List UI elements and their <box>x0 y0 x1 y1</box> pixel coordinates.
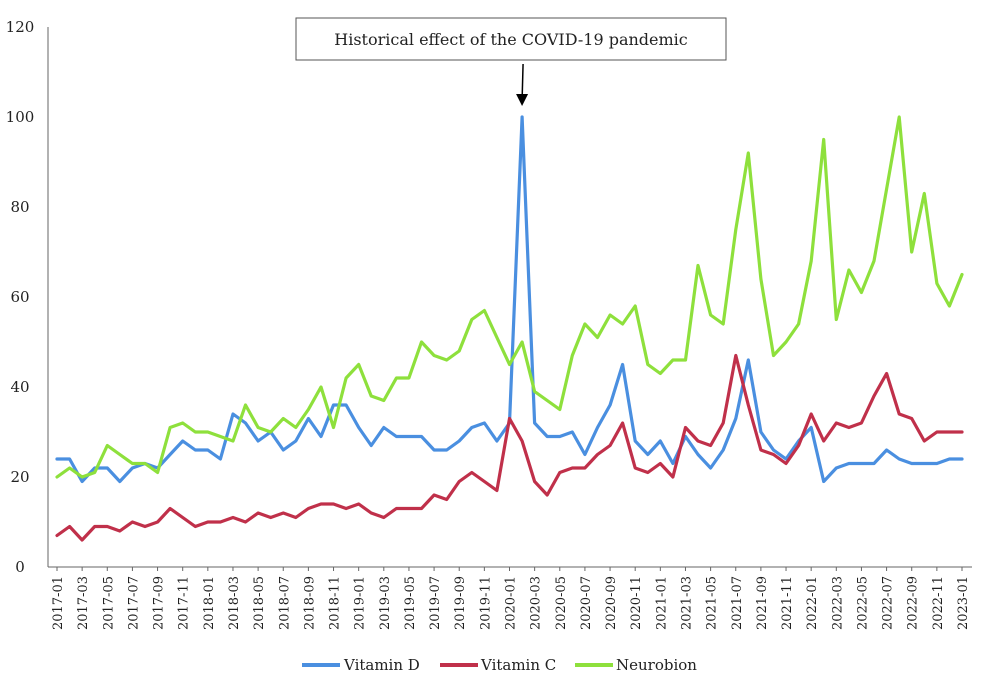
y-tick-label: 20 <box>10 468 29 486</box>
x-tick-label: 2022-01 <box>805 576 820 630</box>
x-tick-label: 2020-09 <box>604 576 619 630</box>
x-tick-label: 2017-11 <box>177 576 192 630</box>
legend-label-neurobion: Neurobion <box>616 656 697 674</box>
y-tick-label: 80 <box>10 198 29 216</box>
legend-label-vitamin-c: Vitamin C <box>480 656 556 674</box>
x-tick-label: 2021-03 <box>679 576 694 630</box>
x-tick-label: 2017-05 <box>101 576 116 630</box>
x-tick-label: 2022-11 <box>931 576 946 630</box>
x-tick-label: 2023-01 <box>956 576 971 630</box>
y-tick-label: 60 <box>10 288 29 306</box>
annotation-text: Historical effect of the COVID-19 pandem… <box>334 30 688 49</box>
annotation-box <box>295 17 727 61</box>
x-tick-label: 2018-01 <box>202 576 217 630</box>
x-tick-label: 2019-07 <box>428 576 443 630</box>
x-tick-label: 2021-05 <box>705 576 720 630</box>
x-tick-label: 2017-01 <box>51 576 66 630</box>
x-tick-label: 2019-11 <box>478 576 493 630</box>
legend: Vitamin D Vitamin C Neurobion <box>302 656 697 674</box>
annotation: Historical effect of the COVID-19 pandem… <box>295 17 727 106</box>
y-tick-labels: 0 20 40 60 80 100 120 <box>6 18 35 576</box>
x-tick-label: 2018-03 <box>227 576 242 630</box>
series-line-neurobion <box>55 115 964 479</box>
y-tick-label: 100 <box>6 108 35 126</box>
y-tick-label: 40 <box>10 378 29 396</box>
x-tick-label: 2019-05 <box>403 576 418 630</box>
x-tick-label: 2019-01 <box>353 576 368 630</box>
x-tick-label: 2018-11 <box>328 576 343 630</box>
annotation-arrowhead <box>516 94 529 106</box>
x-tick-label: 2022-09 <box>906 576 921 630</box>
y-tick-label: 0 <box>15 558 25 576</box>
x-tick-labels: 2017-01 2017-03 2017-05 2017-07 2017-09 2017-… <box>51 567 971 630</box>
x-tick-label: 2020-11 <box>629 576 644 630</box>
x-tick-label: 2021-01 <box>654 576 669 630</box>
series-lines <box>55 115 964 542</box>
x-tick-label: 2019-09 <box>453 576 468 630</box>
x-tick-label: 2018-07 <box>277 576 292 630</box>
x-tick-label: 2018-09 <box>302 576 317 630</box>
series-line-vitamin-c <box>55 353 964 542</box>
x-tick-label: 2021-11 <box>780 576 795 630</box>
x-tick-label: 2017-09 <box>152 576 167 630</box>
x-tick-label: 2017-07 <box>126 576 141 630</box>
x-tick-label: 2022-05 <box>855 576 870 630</box>
x-tick-label: 2021-07 <box>730 576 745 630</box>
x-tick-label: 2020-05 <box>554 576 569 630</box>
x-tick-label: 2020-03 <box>529 576 544 630</box>
x-tick-label: 2022-07 <box>881 576 896 630</box>
x-tick-label: 2022-03 <box>830 576 845 630</box>
x-tick-label: 2018-05 <box>252 576 267 630</box>
x-tick-label: 2020-07 <box>579 576 594 630</box>
x-tick-label: 2019-03 <box>378 576 393 630</box>
x-tick-label: 2017-03 <box>76 576 91 630</box>
x-tick-label: 2020-01 <box>504 576 519 630</box>
x-tick-label: 2021-09 <box>755 576 770 630</box>
y-tick-label: 120 <box>6 18 35 36</box>
legend-label-vitamin-d: Vitamin D <box>343 656 420 674</box>
